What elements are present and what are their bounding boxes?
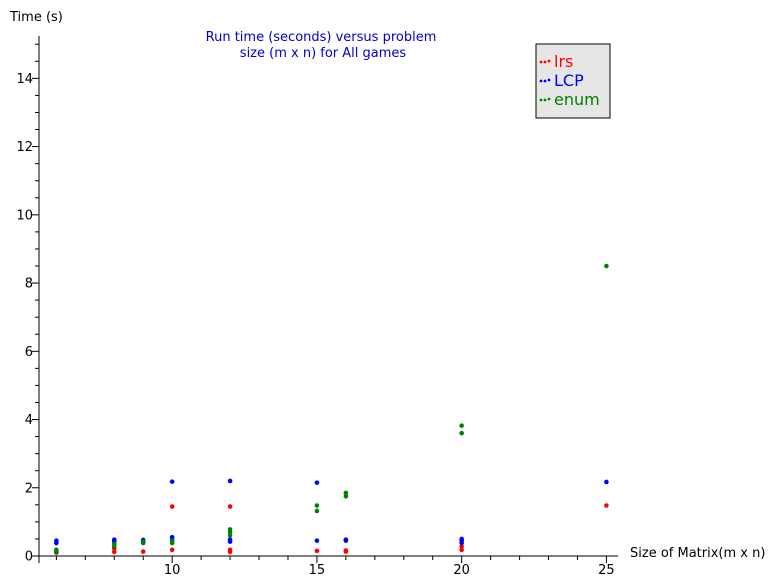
legend-marker xyxy=(547,78,551,82)
y-tick-label: 4 xyxy=(25,413,33,428)
point-lcp xyxy=(111,537,117,542)
point-lcp xyxy=(227,478,233,484)
legend-marker xyxy=(543,98,547,102)
x-tick-label: 15 xyxy=(309,563,326,578)
y-tick-label: 10 xyxy=(16,208,33,223)
point-enum xyxy=(314,508,320,514)
legend-label: lrs xyxy=(554,52,573,71)
point-enum xyxy=(227,527,233,532)
point-lcp xyxy=(459,536,464,542)
chart-title-line-1: Run time (seconds) versus problem xyxy=(206,30,437,45)
legend-label: enum xyxy=(554,90,600,109)
legend-marker xyxy=(543,79,547,83)
point-lcp xyxy=(227,537,233,542)
point-enum xyxy=(169,538,175,543)
point-enum xyxy=(343,490,349,496)
legend-marker xyxy=(539,79,543,83)
point-lrs xyxy=(169,547,175,553)
legend-entry-enum: enum xyxy=(539,90,600,109)
legend-marker xyxy=(539,60,543,64)
x-tick-label: 25 xyxy=(598,563,615,578)
point-enum xyxy=(140,539,146,544)
point-enum xyxy=(227,533,233,538)
point-lcp xyxy=(54,538,59,543)
y-tick-label: 12 xyxy=(16,140,33,155)
x-tick-label: 20 xyxy=(453,563,470,578)
point-enum xyxy=(604,263,609,269)
point-lrs xyxy=(459,544,464,549)
legend-marker xyxy=(539,98,543,102)
point-lrs xyxy=(459,547,464,553)
point-lrs xyxy=(343,548,349,553)
point-lcp xyxy=(169,479,175,484)
legend-marker xyxy=(547,59,551,63)
point-lrs xyxy=(604,503,609,508)
y-tick-label: 8 xyxy=(25,277,33,292)
point-lrs xyxy=(227,547,233,553)
legend-marker xyxy=(547,97,551,101)
point-enum xyxy=(314,503,320,508)
y-axis-label: Time (s) xyxy=(9,10,63,25)
chart-title-line-2: size (m x n) for All games xyxy=(240,46,407,61)
point-lrs xyxy=(111,549,117,555)
axis-ticks xyxy=(32,43,607,563)
tick-labels: 10 15 20 25 0 2 4 6 8 10 12 14 xyxy=(16,72,614,578)
legend-label: LCP xyxy=(554,71,584,90)
point-lcp xyxy=(314,538,320,543)
legend-entry-lrs: lrs xyxy=(539,52,573,71)
legend-entry-lcp: LCP xyxy=(539,71,584,90)
point-enum xyxy=(54,547,59,553)
point-enum xyxy=(459,430,464,436)
legend-marker xyxy=(543,60,547,64)
point-lcp xyxy=(604,479,609,485)
point-lrs xyxy=(227,504,233,509)
point-enum xyxy=(111,541,117,547)
y-tick-label: 2 xyxy=(25,481,33,496)
point-lcp xyxy=(314,480,320,485)
y-tick-label: 6 xyxy=(25,345,33,360)
point-enum xyxy=(459,423,464,428)
point-lcp xyxy=(169,534,175,540)
x-axis-label: Size of Matrix(m x n) xyxy=(630,546,765,561)
point-lrs xyxy=(169,504,175,509)
y-tick-label: 14 xyxy=(16,72,33,87)
x-tick-label: 10 xyxy=(164,563,181,578)
data-points xyxy=(54,263,609,555)
point-lrs xyxy=(140,549,146,554)
point-lcp xyxy=(343,537,349,542)
point-lrs xyxy=(314,548,320,554)
point-enum xyxy=(343,493,349,499)
y-tick-label: 0 xyxy=(25,550,33,565)
